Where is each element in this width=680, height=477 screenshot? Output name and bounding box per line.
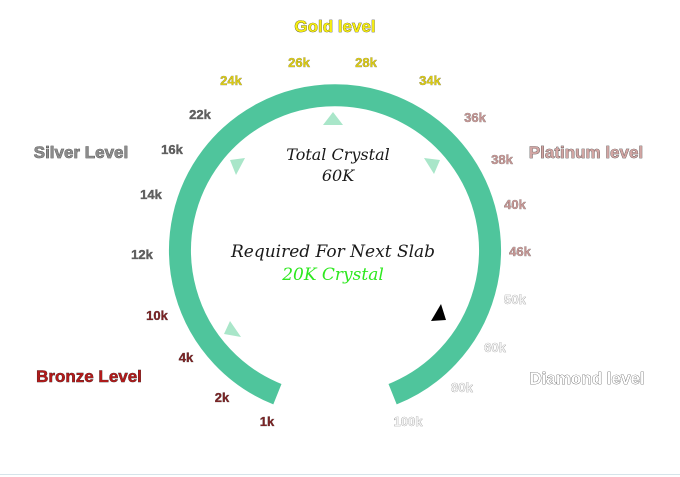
- gauge-arrow-top: [323, 112, 343, 125]
- tick-label: 40k: [504, 197, 526, 212]
- tick-label: 100k: [394, 414, 424, 429]
- tick-label: 38k: [491, 152, 513, 167]
- tick-label: 4k: [179, 350, 194, 365]
- tick-label: 80k: [451, 380, 473, 395]
- tick-label: 12k: [131, 247, 153, 262]
- level-label-bronze: Bronze Level: [36, 367, 142, 386]
- tick-label: 24k: [220, 73, 242, 88]
- level-label-gold: Gold level: [294, 17, 375, 36]
- total-crystal-label: Total Crystal: [286, 145, 389, 164]
- tick-label: 16k: [161, 142, 183, 157]
- tick-label: 26k: [288, 55, 310, 70]
- tick-label: 28k: [355, 55, 377, 70]
- tick-label: 2k: [215, 390, 230, 405]
- tick-label: 22k: [189, 107, 211, 122]
- tick-label: 50k: [504, 292, 526, 307]
- level-label-platinum: Platinum level: [529, 143, 643, 162]
- gauge-arrow-left-upper: [230, 158, 245, 175]
- tick-label: 10k: [146, 308, 168, 323]
- tick-label: 36k: [464, 110, 486, 125]
- tick-label: 34k: [419, 73, 441, 88]
- gauge-arrow-left-lower: [224, 321, 241, 337]
- tick-label: 14k: [140, 187, 162, 202]
- current-level-pointer: [431, 304, 446, 321]
- tick-label: 46k: [509, 244, 531, 259]
- level-label-diamond: Diamond level: [529, 369, 644, 388]
- required-next-slab-value: 20K Crystal: [281, 265, 384, 285]
- gauge-arrow-right-upper: [424, 158, 440, 174]
- level-label-silver: Silver Level: [34, 143, 129, 162]
- bottom-divider: [0, 474, 680, 475]
- total-crystal-value: 60K: [322, 166, 355, 185]
- tick-label: 60k: [484, 340, 506, 355]
- tick-label: 1k: [260, 414, 275, 429]
- required-next-slab-label: Required For Next Slab: [230, 242, 435, 262]
